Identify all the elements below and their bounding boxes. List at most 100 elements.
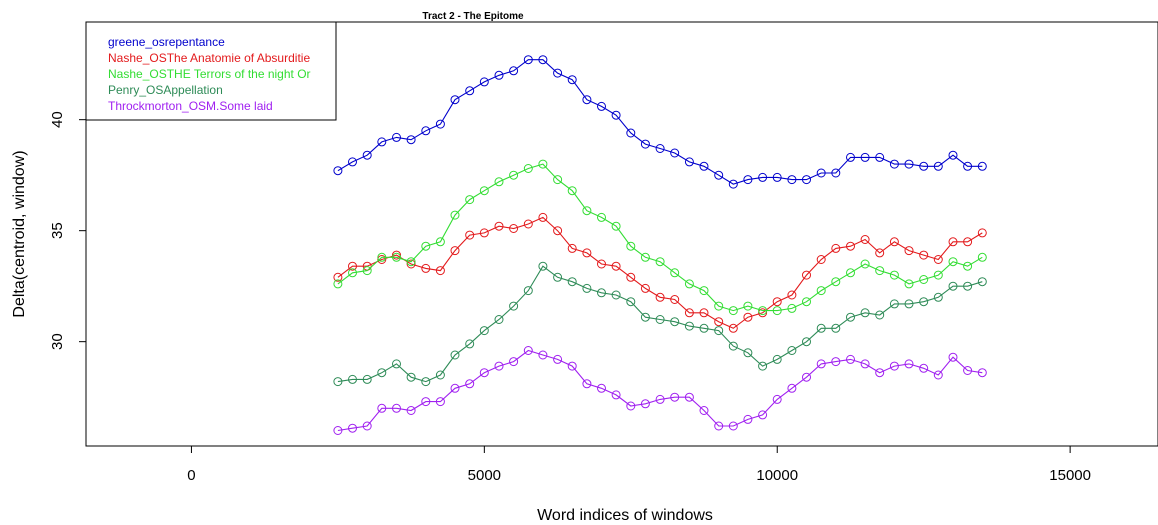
data-point bbox=[875, 152, 885, 162]
x-tick-label: 15000 bbox=[1049, 467, 1091, 484]
data-point bbox=[538, 212, 548, 222]
data-point bbox=[450, 383, 460, 393]
data-point bbox=[831, 168, 841, 178]
series-line bbox=[337, 59, 983, 185]
data-point bbox=[406, 259, 416, 269]
data-point bbox=[435, 397, 445, 407]
chart-title: Tract 2 - The Epitome bbox=[422, 11, 524, 22]
data-point bbox=[421, 377, 431, 387]
legend-item: Nashe_OSTHE Terrors of the night Or bbox=[108, 67, 311, 81]
data-point bbox=[626, 272, 636, 282]
data-point bbox=[787, 383, 797, 393]
data-point bbox=[860, 152, 870, 162]
data-point bbox=[772, 306, 782, 316]
data-point bbox=[479, 186, 489, 196]
y-tick-label: 40 bbox=[49, 111, 66, 128]
data-point bbox=[889, 299, 899, 309]
data-point bbox=[963, 261, 973, 271]
data-point bbox=[640, 312, 650, 322]
data-point bbox=[626, 401, 636, 411]
series-line bbox=[337, 265, 983, 383]
data-point bbox=[904, 246, 914, 256]
data-point bbox=[919, 275, 929, 284]
data-point bbox=[860, 308, 870, 318]
data-point bbox=[348, 157, 357, 167]
data-point bbox=[846, 152, 855, 162]
data-point bbox=[787, 346, 797, 355]
data-point bbox=[597, 212, 606, 222]
data-point bbox=[582, 206, 592, 216]
data-point bbox=[846, 354, 855, 364]
data-point bbox=[933, 270, 943, 280]
data-point bbox=[889, 159, 899, 169]
data-point bbox=[933, 161, 943, 171]
data-point bbox=[465, 339, 475, 349]
data-point bbox=[553, 175, 563, 185]
data-point bbox=[582, 248, 592, 258]
data-point bbox=[889, 361, 899, 371]
data-point bbox=[538, 159, 548, 169]
data-point bbox=[699, 406, 709, 415]
plot-area bbox=[85, 21, 1158, 447]
data-point bbox=[611, 290, 621, 300]
data-point bbox=[567, 243, 577, 253]
data-point bbox=[816, 359, 826, 369]
data-point bbox=[831, 323, 841, 333]
data-point bbox=[802, 337, 811, 347]
data-point bbox=[450, 350, 460, 360]
data-point bbox=[465, 195, 475, 205]
x-tick-label: 0 bbox=[187, 467, 195, 484]
data-point bbox=[875, 368, 885, 378]
data-point bbox=[509, 301, 519, 311]
data-point bbox=[362, 421, 372, 431]
data-point bbox=[904, 159, 914, 169]
data-point bbox=[582, 95, 592, 105]
data-point bbox=[640, 399, 650, 409]
data-point bbox=[333, 166, 343, 176]
data-point bbox=[977, 228, 987, 238]
x-tick-label: 10000 bbox=[756, 467, 798, 484]
data-point bbox=[421, 397, 431, 407]
data-point bbox=[846, 241, 855, 251]
data-point bbox=[406, 372, 416, 382]
data-point bbox=[597, 101, 606, 111]
data-point bbox=[523, 55, 533, 65]
data-point bbox=[933, 370, 943, 380]
data-point bbox=[728, 341, 738, 351]
data-point bbox=[860, 359, 870, 369]
data-point bbox=[333, 279, 343, 289]
data-point bbox=[626, 241, 636, 251]
data-point bbox=[611, 110, 621, 120]
x-axis-label: Word indices of windows bbox=[537, 507, 713, 524]
data-point bbox=[421, 263, 431, 273]
data-point bbox=[802, 270, 811, 280]
data-point bbox=[743, 301, 753, 311]
data-point bbox=[362, 266, 372, 276]
data-point bbox=[611, 390, 621, 400]
data-point bbox=[538, 55, 548, 65]
data-point bbox=[860, 259, 870, 269]
x-tick-label: 5000 bbox=[468, 467, 501, 484]
data-point bbox=[494, 177, 504, 187]
data-point bbox=[655, 315, 665, 324]
data-point bbox=[523, 346, 533, 355]
data-point bbox=[684, 279, 694, 289]
data-point bbox=[933, 292, 943, 302]
data-point bbox=[553, 354, 563, 364]
data-point bbox=[772, 172, 782, 182]
data-point bbox=[655, 292, 665, 302]
data-point bbox=[831, 243, 841, 253]
data-point bbox=[728, 306, 738, 316]
data-point bbox=[435, 370, 445, 380]
legend-item: Nashe_OSThe Anatomie of Absurditie bbox=[108, 51, 310, 65]
plot-border bbox=[85, 21, 1158, 447]
data-point bbox=[523, 164, 533, 173]
data-point bbox=[772, 354, 782, 364]
data-point bbox=[758, 361, 768, 371]
data-point bbox=[831, 277, 841, 287]
data-point bbox=[435, 237, 445, 247]
data-point bbox=[728, 179, 738, 189]
data-point bbox=[465, 379, 475, 389]
data-point bbox=[494, 315, 504, 324]
legend-box bbox=[85, 21, 337, 121]
